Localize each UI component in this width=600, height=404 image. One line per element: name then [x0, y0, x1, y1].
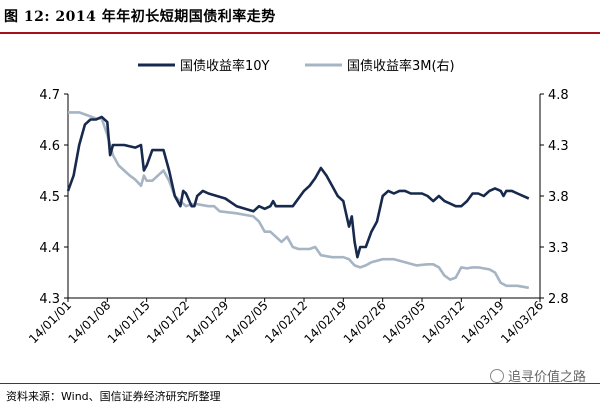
plot-area: 4.34.44.54.64.72.83.33.84.34.814/01/0114…	[26, 88, 569, 346]
right-tick-label: 3.3	[548, 241, 569, 256]
left-tick-label: 4.5	[39, 190, 60, 205]
legend-label-10y: 国债收益率10Y	[180, 58, 270, 74]
figure-header: 图 12: 2014 年年初长短期国债利率走势	[0, 0, 600, 34]
right-tick-label: 2.8	[548, 292, 569, 307]
figure-title: 图 12: 2014 年年初长短期国债利率走势	[4, 9, 276, 25]
right-tick-label: 4.8	[548, 88, 569, 103]
title-divider	[0, 32, 600, 34]
left-tick-label: 4.3	[39, 292, 60, 307]
left-tick-label: 4.7	[39, 88, 60, 103]
chart-legend: 国债收益率10Y 国债收益率3M(右)	[138, 58, 455, 74]
left-tick-label: 4.6	[39, 139, 60, 154]
x-tick-label: 14/03/26	[498, 298, 546, 346]
right-tick-label: 3.8	[548, 190, 569, 205]
right-tick-label: 4.3	[548, 139, 569, 154]
wechat-icon	[489, 368, 504, 383]
legend-label-3m: 国债收益率3M(右)	[347, 58, 455, 74]
series-line-3m	[68, 111, 530, 290]
watermark-text: 追寻价值之路	[507, 370, 586, 385]
watermark: 追寻价值之路	[489, 366, 586, 385]
yield-line-chart: 国债收益率10Y 国债收益率3M(右) 4.3 4.4 4.5 4.6 4.7 2.8 3.…	[26, 58, 569, 346]
source-note: 资料来源：Wind、国信证券经济研究所整理	[6, 390, 221, 403]
source-divider	[0, 383, 600, 384]
left-tick-label: 4.4	[39, 241, 60, 256]
series-line-10y	[66, 115, 530, 259]
